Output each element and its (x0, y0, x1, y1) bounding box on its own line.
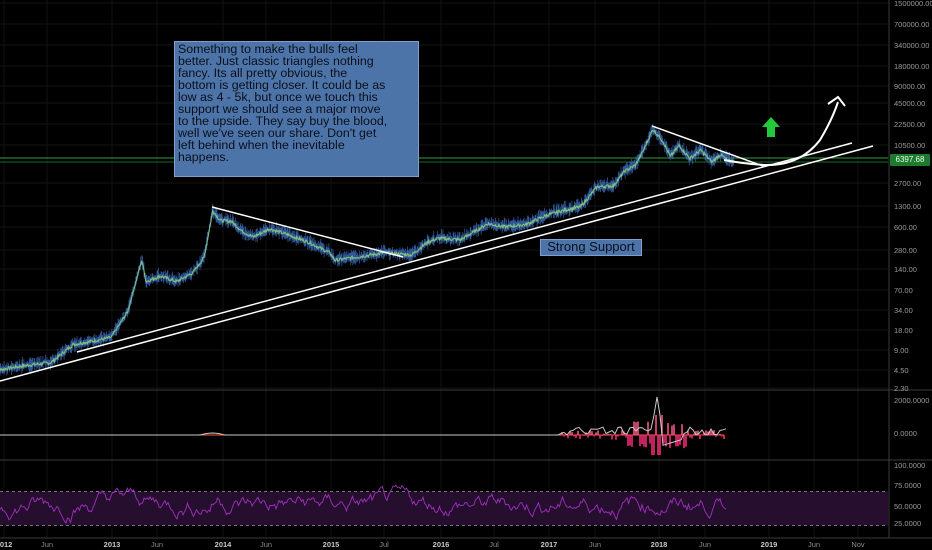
x-tick-label: 2013 (104, 540, 121, 549)
x-tick-label: Jun (260, 540, 272, 549)
x-tick-label: Jun (41, 540, 53, 549)
x-tick-label: 2015 (323, 540, 340, 549)
x-tick-label: 2016 (433, 540, 450, 549)
y-tick-label: 2.30 (894, 384, 909, 393)
y-tick-label: 180000.00 (894, 62, 929, 71)
y-tick-label: 4.50 (894, 366, 909, 375)
x-tick-label: Jun (151, 540, 163, 549)
horizontal-support-line (0, 157, 888, 163)
osc-signal-line (0, 396, 727, 446)
x-axis: 2012 Jun 2013 Jun 2014 Jun 2015 Jul 2016 Jul 2017 J… (0, 540, 865, 549)
y-axis-main: 1500000.00 700000.00 340000.00 180000.00 900… (894, 0, 932, 393)
y-tick-label: 600.00 (894, 223, 917, 232)
osc-tick-label: 2000.0000 (894, 396, 929, 405)
projection-arrowhead (827, 95, 846, 107)
support-trendline-lower (0, 145, 874, 382)
x-tick-label: 2012 (0, 540, 12, 549)
y-tick-label: 90000.00 (894, 82, 925, 91)
y-tick-label: 140.00 (894, 265, 917, 274)
triangle-resistance-2014 (211, 206, 404, 258)
y-tick-label: 34.00 (894, 306, 913, 315)
y-tick-label: 18.00 (894, 326, 913, 335)
up-arrow-icon (762, 117, 780, 137)
y-tick-label: 9.00 (894, 346, 909, 355)
rsi-tick-label: 50.0000 (894, 502, 921, 511)
y-tick-label: 45000.00 (894, 99, 925, 108)
y-axis-osc: 2000.0000 0.0000 (894, 396, 929, 438)
y-tick-label: 340000.00 (894, 41, 929, 50)
grid (0, 0, 888, 538)
price-series (0, 124, 735, 376)
x-tick-label: Jun (699, 540, 711, 549)
y-tick-label: 22500.00 (894, 120, 925, 129)
rsi-tick-label: 75.0000 (894, 481, 921, 490)
osc-tick-label: 0.0000 (894, 429, 917, 438)
oscillator-panel (0, 396, 727, 455)
y-tick-label: 70.00 (894, 286, 913, 295)
price-line (0, 129, 734, 373)
x-tick-label: Jun (808, 540, 820, 549)
current-price-tag: 6397.68 (890, 154, 930, 166)
x-tick-label: 2019 (761, 540, 778, 549)
annotation-note[interactable]: Something to make the bulls feel better.… (174, 41, 419, 177)
x-tick-label: 2018 (651, 540, 668, 549)
rsi-line (0, 484, 727, 525)
rsi-panel (0, 484, 888, 526)
y-tick-label: 2700.00 (894, 179, 921, 188)
x-tick-label: Nov (851, 540, 865, 549)
x-tick-label: 2014 (215, 540, 233, 549)
triangle-resistance-2018 (651, 125, 764, 167)
y-tick-label: 1300.00 (894, 202, 921, 211)
support-trendline-upper (76, 142, 853, 353)
trendlines (0, 125, 874, 382)
strong-support-label[interactable]: Strong Support (540, 239, 642, 256)
y-axis-rsi: 100.0000 75.0000 50.0000 25.0000 (894, 461, 925, 528)
x-tick-label: Jun (589, 540, 601, 549)
x-tick-label: 2017 (541, 540, 558, 549)
x-tick-label: Jul (379, 540, 389, 549)
y-tick-label: 280.00 (894, 246, 917, 255)
projection-curve (723, 101, 839, 167)
y-tick-label: 1500000.00 (894, 0, 932, 8)
projection (723, 95, 846, 167)
rsi-tick-label: 25.0000 (894, 519, 921, 528)
rsi-band (0, 491, 888, 526)
x-tick-label: Jul (489, 540, 499, 549)
rsi-tick-label: 100.0000 (894, 461, 925, 470)
y-tick-label: 10500.00 (894, 141, 925, 150)
y-tick-label: 700000.00 (894, 20, 929, 29)
